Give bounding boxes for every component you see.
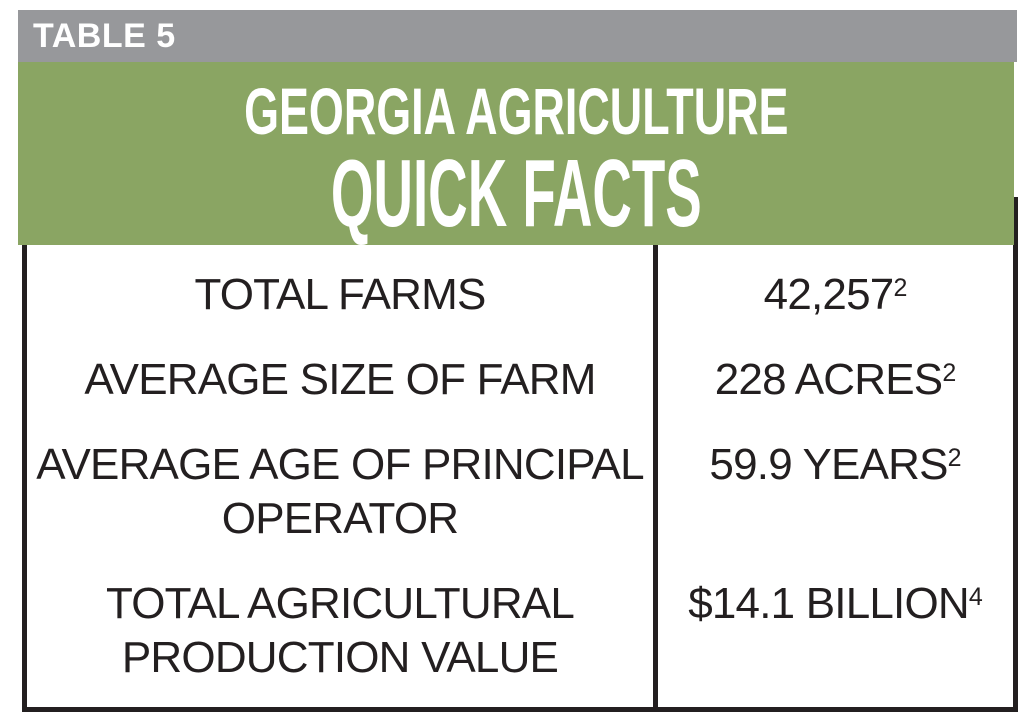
value-text: 59.9 YEARS [709,440,948,489]
column-divider [653,202,658,707]
row-label: TOTAL AGRICULTURAL PRODUCTION VALUE [27,577,653,685]
row-value: $14.1 BILLION4 [658,577,1013,631]
table-row-total-farms: TOTAL FARMS 42,2572 [27,268,1013,322]
row-label: TOTAL FARMS [27,268,653,322]
banner-title-line2: QUICK FACTS [330,140,702,247]
row-label-line: AVERAGE AGE OF PRINCIPAL [36,440,644,489]
row-value: 228 ACRES2 [658,353,1013,407]
value-text: 228 ACRES [714,355,943,404]
row-value: 59.9 YEARS2 [658,438,1013,492]
value-footnote-superscript: 2 [947,444,962,472]
quick-facts-table: TOTAL FARMS 42,2572 AVERAGE SIZE OF FARM… [22,197,1018,712]
table-row-average-operator-age: AVERAGE AGE OF PRINCIPAL OPERATOR 59.9 Y… [27,438,1013,546]
table-label-bar: TABLE 5 [18,10,1017,62]
row-label: AVERAGE AGE OF PRINCIPAL OPERATOR [27,438,653,546]
row-label-line: OPERATOR [221,494,459,543]
value-text: $14.1 BILLION [688,579,969,628]
row-label: AVERAGE SIZE OF FARM [27,353,653,407]
value-text: 42,257 [763,270,895,319]
table-row-total-production-value: TOTAL AGRICULTURAL PRODUCTION VALUE $14.… [27,577,1013,685]
value-footnote-superscript: 4 [968,583,983,611]
row-label-line: TOTAL AGRICULTURAL [105,579,575,628]
row-label-line: AVERAGE SIZE OF FARM [84,355,596,404]
banner: GEORGIA AGRICULTURE QUICK FACTS [18,62,1014,245]
value-footnote-superscript: 2 [942,359,957,387]
row-label-line: TOTAL FARMS [194,270,486,319]
table-rows: TOTAL FARMS 42,2572 AVERAGE SIZE OF FARM… [27,202,1013,685]
row-value: 42,2572 [658,268,1013,322]
table-row-average-farm-size: AVERAGE SIZE OF FARM 228 ACRES2 [27,353,1013,407]
row-label-line: PRODUCTION VALUE [121,633,559,682]
value-footnote-superscript: 2 [893,274,908,302]
table-number-label: TABLE 5 [33,16,176,55]
banner-title-line1: GEORGIA AGRICULTURE [243,74,789,148]
